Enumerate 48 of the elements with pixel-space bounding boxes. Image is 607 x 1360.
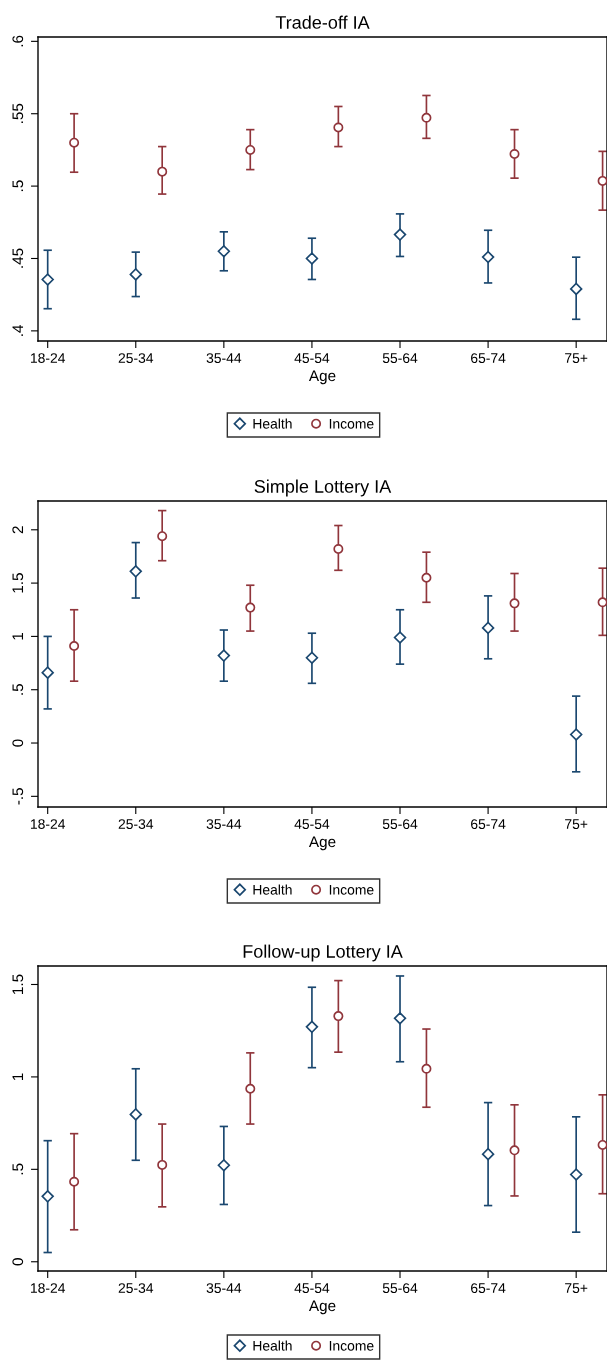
x-tick-label: 35-44 [206,1283,242,1294]
x-tick-label: 75+ [565,819,588,830]
y-tick-label: -.5 [12,788,24,805]
legend-label: Health [253,884,292,895]
x-tick-label: 55-64 [382,1283,418,1294]
legend-label: Income [329,885,374,895]
y-tick-label: .5 [12,180,24,192]
y-tick-label: 1 [12,1073,24,1080]
x-tick-label: 35-44 [206,819,242,830]
y-tick-label: 1 [12,632,24,640]
x-tick-label: 25-34 [118,353,154,364]
x-tick-label: 35-44 [206,353,242,364]
x-tick-label: 25-34 [118,819,154,830]
chart-title: Trade-off IA [275,15,370,29]
y-tick-label: 0 [12,739,24,747]
x-tick-label: 55-64 [382,819,418,830]
y-tick-label: .6 [12,35,24,47]
y-tick-label: .55 [12,103,24,123]
legend-label: Income [329,1341,374,1351]
x-axis-title: Age [308,836,336,851]
y-tick-label: 1.5 [12,573,24,593]
y-tick-label: .4 [12,324,24,336]
x-tick-label: 65-74 [471,1283,506,1294]
chart-title: Follow-up Lottery IA [243,944,403,962]
x-tick-label: 45-54 [294,1283,330,1294]
chart-title: Simple Lottery IA [254,479,392,497]
legend-label: Health [253,1340,292,1351]
y-tick-label: .5 [12,683,24,695]
x-axis-title: Age [308,370,336,385]
x-axis-title: Age [308,1300,336,1315]
x-tick-label: 65-74 [471,819,506,830]
x-tick-label: 18-24 [30,353,66,364]
x-tick-label: 45-54 [294,819,330,830]
x-tick-label: 75+ [565,1283,588,1294]
y-tick-label: 2 [12,526,24,534]
x-tick-label: 45-54 [294,353,330,364]
y-tick-label: 1.5 [12,974,24,994]
x-tick-label: 25-34 [118,1283,154,1294]
x-tick-label: 65-74 [471,353,506,364]
x-tick-label: 18-24 [30,819,66,830]
legend-label: Income [329,419,374,429]
x-tick-label: 55-64 [382,353,418,364]
y-tick-label: .45 [12,248,24,268]
y-tick-label: .5 [12,1163,24,1175]
y-tick-label: 0 [12,1258,24,1266]
x-tick-label: 75+ [565,353,588,364]
x-tick-label: 18-24 [30,1283,66,1294]
legend-label: Health [253,418,292,429]
